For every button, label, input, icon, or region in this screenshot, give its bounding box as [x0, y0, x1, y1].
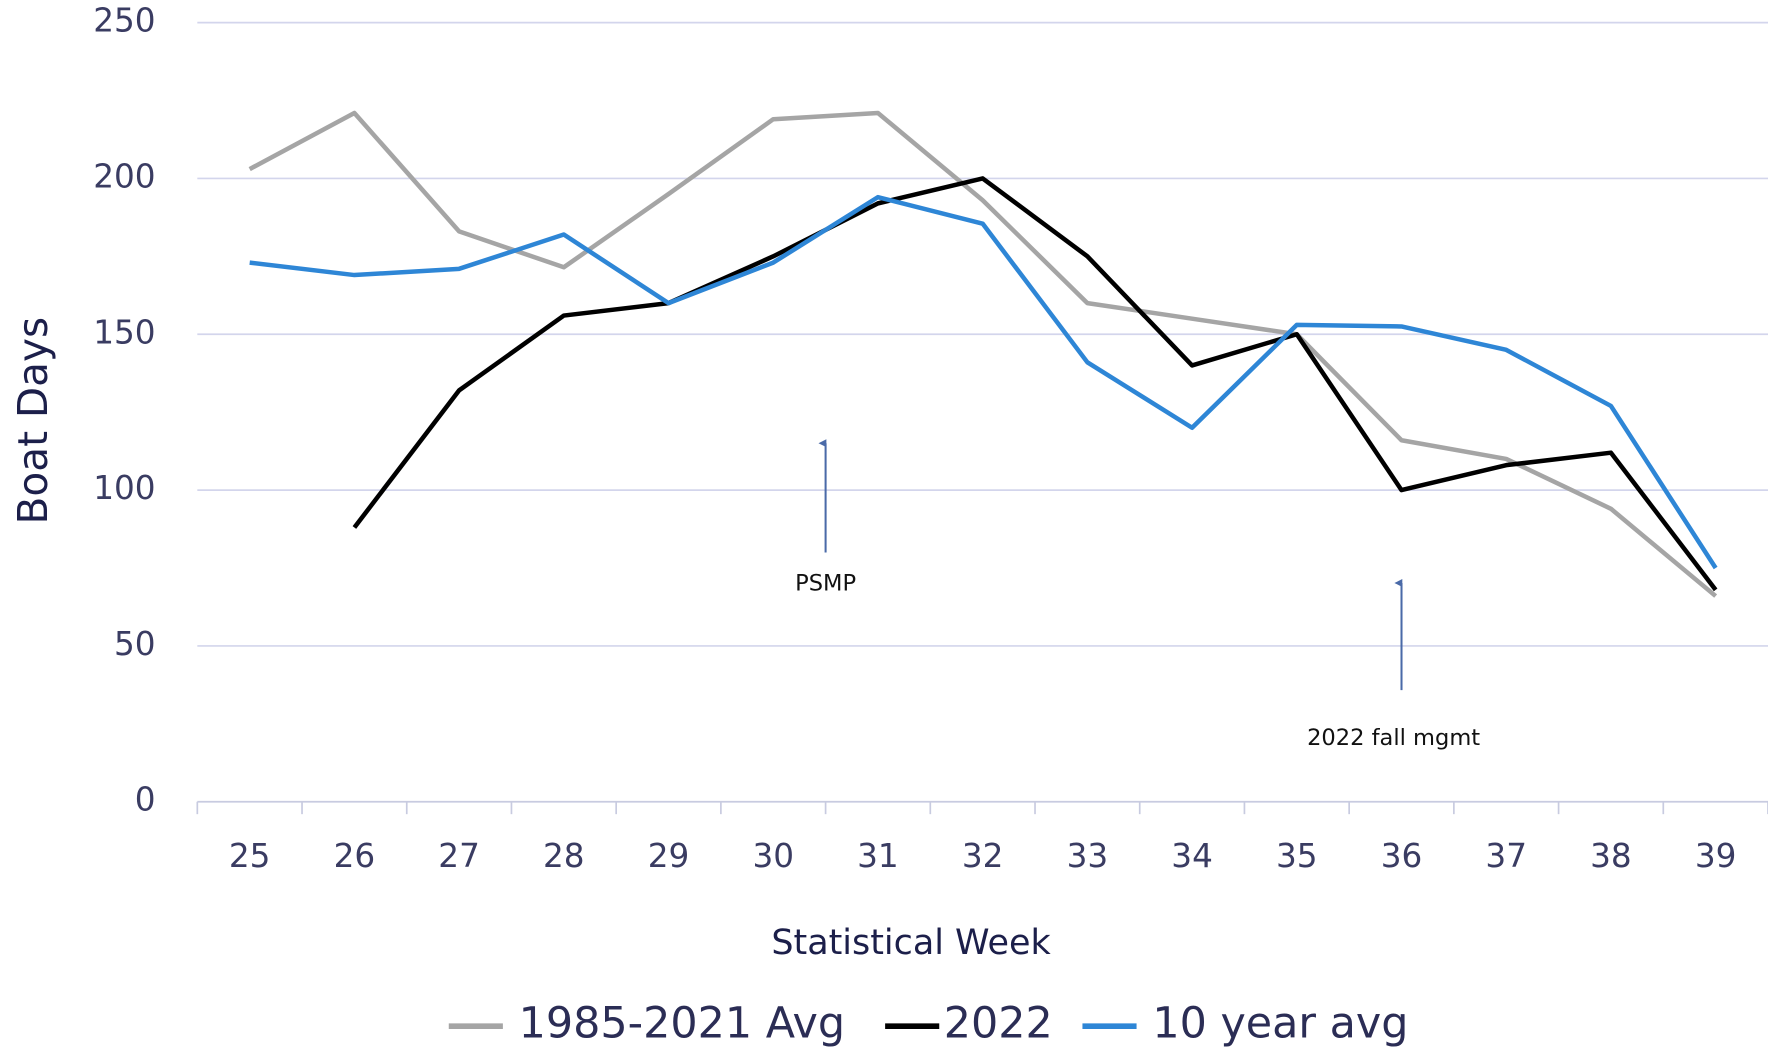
x-tick-label: 30: [752, 837, 794, 875]
series-line: [248, 110, 1718, 598]
x-tick-label: 33: [1067, 837, 1109, 875]
legend-label: 2022: [944, 999, 1053, 1049]
y-tick-label: 50: [114, 625, 156, 663]
x-tick-label: 29: [648, 837, 690, 875]
y-tick-label: 200: [93, 157, 155, 195]
y-tick-label: 150: [93, 313, 155, 351]
x-tick-label: 26: [334, 837, 376, 875]
y-tick-label: 0: [135, 781, 156, 819]
y-tick-label: 250: [93, 2, 155, 40]
x-tick-label: 37: [1485, 837, 1527, 875]
y-axis-title: Boat Days: [9, 317, 57, 525]
legend-label: 10 year avg: [1152, 999, 1408, 1049]
x-tick-label: 25: [229, 837, 271, 875]
annotation: PSMP: [795, 571, 856, 597]
legend-label: 1985-2021 Avg: [519, 999, 845, 1049]
x-tick-label: 36: [1381, 837, 1423, 875]
x-tick-label: 34: [1171, 837, 1213, 875]
x-tick-label: 35: [1276, 837, 1318, 875]
y-tick-label: 100: [93, 469, 155, 507]
x-tick-label: 39: [1695, 837, 1737, 875]
x-axis-title: Statistical Week: [771, 923, 1051, 963]
series-line: [352, 176, 1718, 592]
x-tick-label: 31: [857, 837, 899, 875]
x-tick-label: 32: [962, 837, 1004, 875]
x-tick-label: 28: [543, 837, 585, 875]
annotation: 2022 fall mgmt: [1307, 725, 1480, 751]
x-tick-label: 27: [438, 837, 480, 875]
x-tick-label: 38: [1590, 837, 1632, 875]
series-line: [249, 194, 1718, 570]
